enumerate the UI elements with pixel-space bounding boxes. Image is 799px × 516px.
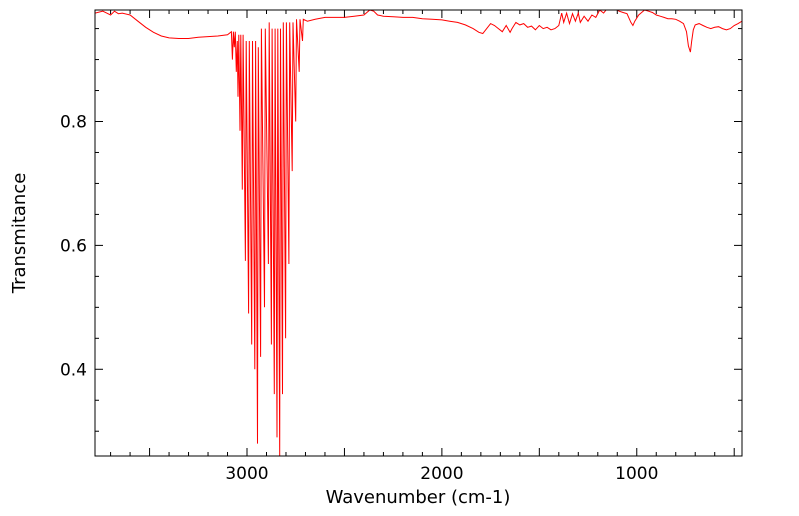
x-tick-label: 1000 [615,464,658,484]
x-axis-title: Wavenumber (cm-1) [326,487,511,508]
minor-ticks [95,10,742,456]
x-tick-label: 2000 [420,464,463,484]
y-tick-label: 0.8 [60,113,87,133]
major-ticks [95,10,742,456]
y-tick-labels: 0.4 0.6 0.8 [60,113,87,381]
plot-background [95,10,742,456]
y-tick-label: 0.6 [60,236,87,256]
x-tick-label: 3000 [225,464,268,484]
x-tick-labels: 3000 2000 1000 [225,464,658,484]
y-tick-label: 0.4 [60,360,87,380]
y-axis-title: Transmitance [9,173,30,295]
plot-frame [94,9,743,457]
